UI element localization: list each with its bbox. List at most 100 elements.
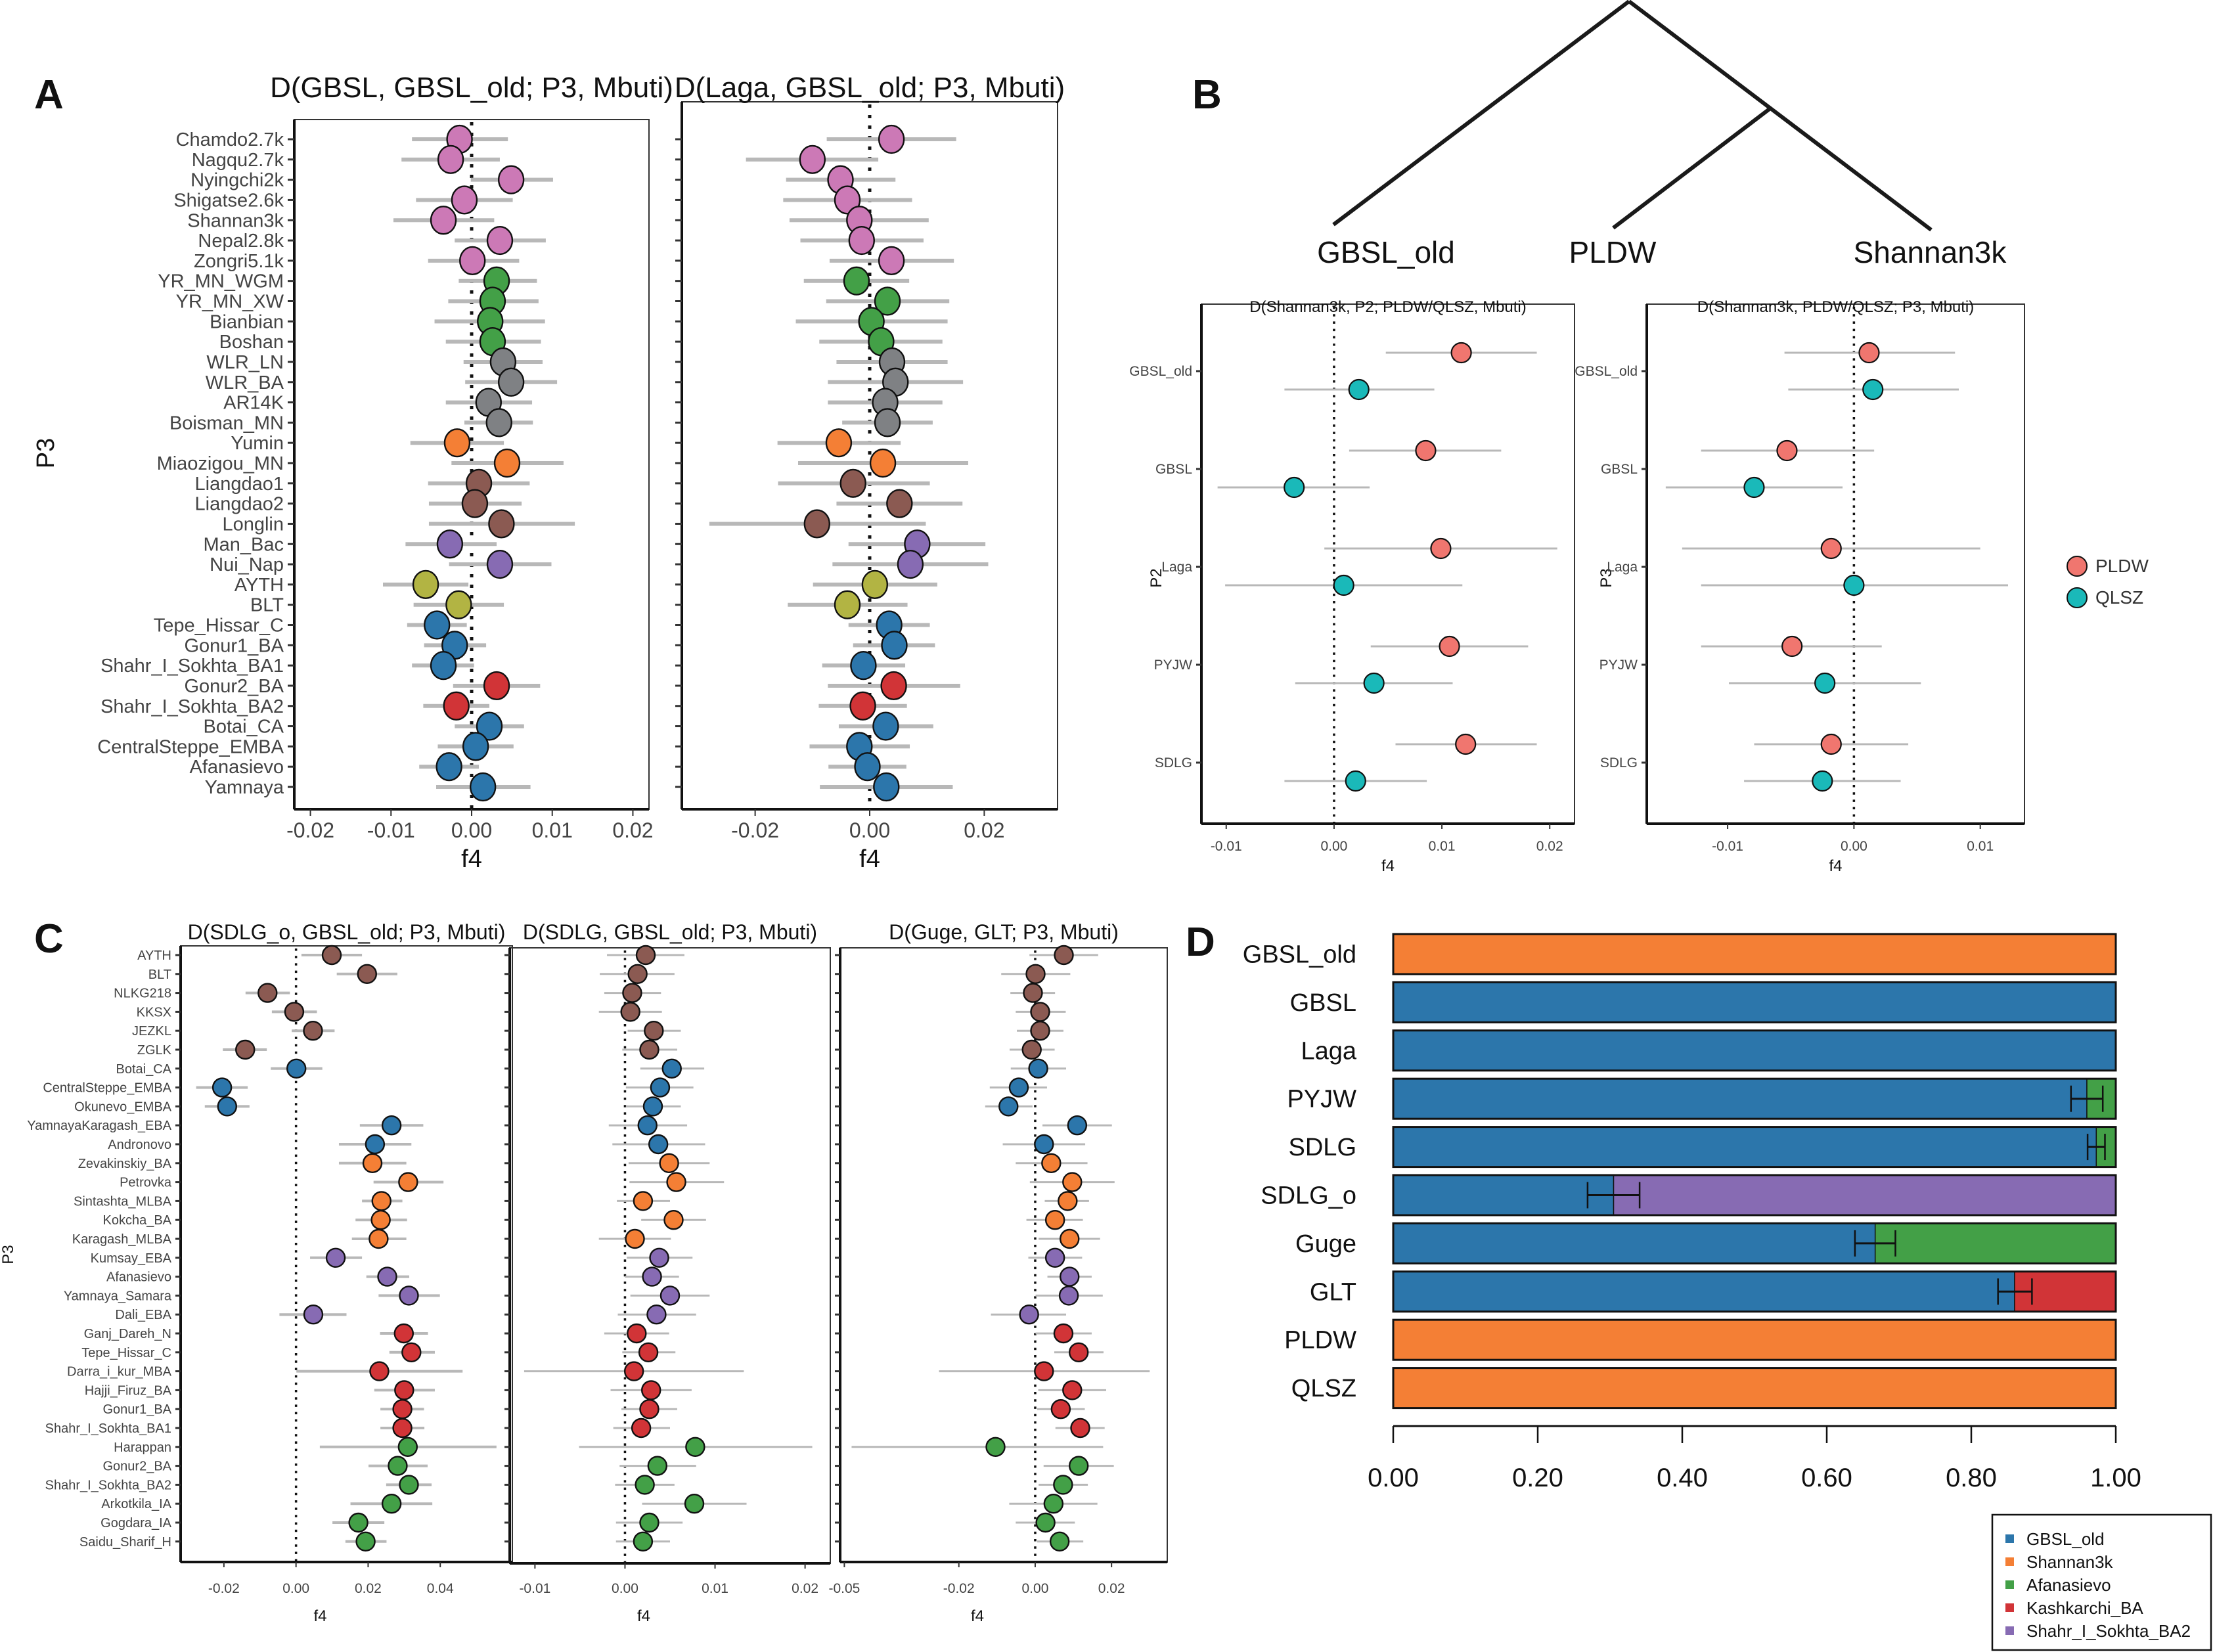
bar-outline: [1392, 1367, 2117, 1410]
data-point: [399, 1285, 419, 1306]
tree-leaf-pldw: PLDW: [1569, 235, 1657, 269]
bar-segment-gbsl-old: [1393, 1078, 2088, 1119]
data-point: [412, 569, 439, 599]
data-point: [357, 964, 377, 985]
legend-label: QLSZ: [2095, 587, 2143, 608]
y-category-label: Ganj_Dareh_N: [84, 1327, 171, 1341]
x-tick-label: -0.02: [731, 818, 779, 842]
data-point: [685, 1437, 705, 1458]
data-point: [488, 509, 515, 539]
x-axis-title: f4: [1829, 857, 1842, 875]
data-point: [803, 509, 830, 539]
y-category-label: WLR_BA: [206, 372, 284, 393]
data-point: [635, 1475, 655, 1495]
data-point: [684, 1493, 705, 1514]
data-point: [644, 1020, 664, 1041]
y-category-label: GBSL_old: [1129, 364, 1192, 379]
x-axis-title: f4: [1381, 857, 1395, 875]
data-point: [872, 711, 899, 741]
data-point: [493, 448, 521, 478]
bar-category-label: PLDW: [1284, 1327, 1356, 1354]
legend-box: [1991, 1513, 2212, 1651]
data-point: [1019, 1304, 1039, 1325]
data-point: [486, 225, 514, 256]
bar-outline: [1392, 1029, 2117, 1072]
x-tick-label: 0.02: [1098, 1581, 1125, 1596]
x-tick-label: 0.60: [1801, 1463, 1852, 1492]
tree-branch-gbsl-old: [1332, 0, 1630, 227]
bar-segment-shannan3k: [1393, 933, 2116, 975]
data-point-pldw: [1820, 733, 1842, 755]
y-category-label: Gonur2_BA: [102, 1460, 171, 1474]
y-category-label: WLR_LN: [206, 352, 284, 373]
data-point: [303, 1020, 323, 1041]
data-point: [381, 1493, 402, 1514]
y-category-label: BLT: [148, 968, 171, 982]
data-point: [839, 468, 866, 498]
x-tick-label: 0.00: [1022, 1581, 1049, 1596]
bar-outline: [1392, 1222, 2117, 1264]
data-point-pldw: [1455, 733, 1477, 755]
data-point: [1058, 1191, 1078, 1211]
y-category-label: Zongri5.1k: [194, 251, 284, 272]
data-point: [661, 1058, 682, 1079]
tree-leaf-shannan3k: Shannan3k: [1854, 235, 2007, 269]
legend-swatch-kashkarchi-ba: [2005, 1603, 2014, 1612]
tree-branch-shannan3k: [1628, 0, 1933, 232]
data-point: [623, 1361, 644, 1381]
data-point: [647, 1456, 668, 1476]
data-point: [497, 367, 525, 397]
legend-swatch-shahr-i-sokhta-ba2: [2005, 1626, 2014, 1635]
bar-category-label: PYJW: [1287, 1086, 1356, 1113]
x-tick-label: -0.01: [519, 1581, 550, 1596]
data-point: [649, 1247, 669, 1268]
y-category-label: Chamdo2.7k: [176, 129, 284, 150]
data-point: [635, 945, 656, 966]
y-category-label: Longlin: [222, 514, 284, 535]
data-point: [1067, 1115, 1088, 1136]
data-point: [631, 1418, 652, 1439]
y-category-label: Afanasievo: [106, 1270, 171, 1285]
data-point: [397, 1437, 418, 1458]
data-point: [633, 1531, 654, 1552]
data-point-pldw: [1439, 635, 1460, 658]
x-tick-label: 0.80: [1946, 1463, 1997, 1492]
data-point: [646, 1304, 667, 1325]
data-point: [639, 1398, 659, 1419]
y-category-label: Gogdara_IA: [101, 1516, 172, 1530]
data-point: [485, 408, 512, 437]
x-tick-label: 0.02: [355, 1581, 382, 1596]
data-point: [648, 1134, 669, 1155]
data-point: [469, 772, 497, 802]
y-category-label: SDLG: [1600, 755, 1638, 770]
y-category-label: JEZKL: [132, 1024, 171, 1038]
data-point-qlsz: [1862, 378, 1884, 401]
panel-letter-d: D: [1186, 920, 1215, 965]
data-point: [1070, 1418, 1090, 1439]
bar-outline: [1392, 933, 2117, 975]
y-category-label: CentralSteppe_EMBA: [97, 736, 284, 757]
data-point-qlsz: [1814, 672, 1836, 694]
data-point: [880, 671, 907, 701]
data-point: [365, 1134, 386, 1155]
chart-title: D(GBSL, GBSL_old; P3, Mbuti): [270, 72, 673, 104]
y-axis-title: P3: [0, 1245, 17, 1264]
y-category-label: Nui_Nap: [210, 554, 284, 575]
y-category-label: Nyingchi2k: [190, 170, 284, 191]
bar-outline: [1392, 981, 2117, 1023]
plot-frame: [1201, 303, 1575, 824]
data-point: [399, 1475, 419, 1495]
y-category-label: PYJW: [1599, 658, 1638, 673]
bar-outline: [1392, 1270, 2117, 1313]
data-point: [476, 711, 503, 741]
y-category-label: Petrovka: [120, 1176, 172, 1190]
data-point: [303, 1304, 324, 1325]
data-point: [850, 651, 877, 681]
y-category-label: Arkotkila_IA: [101, 1497, 171, 1511]
data-point-qlsz: [1812, 770, 1833, 792]
data-point: [212, 1077, 233, 1098]
y-category-label: Bianbian: [210, 311, 284, 332]
legend-label: Afanasievo: [2026, 1575, 2111, 1595]
x-tick-label: 0.01: [532, 818, 573, 842]
data-point: [881, 631, 908, 660]
